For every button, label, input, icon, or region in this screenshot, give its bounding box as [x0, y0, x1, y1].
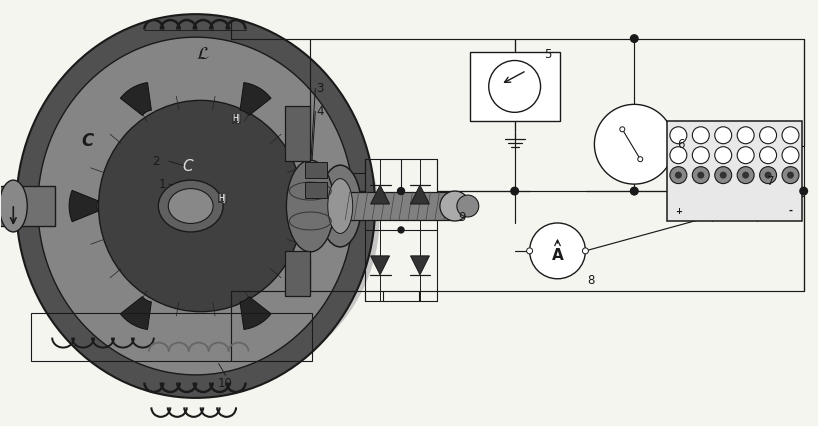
Bar — [305, 182, 327, 198]
Circle shape — [697, 172, 704, 178]
Bar — [285, 106, 310, 161]
Ellipse shape — [159, 180, 223, 232]
Circle shape — [595, 104, 674, 184]
Text: C: C — [81, 132, 93, 150]
Text: A: A — [551, 248, 564, 263]
Ellipse shape — [28, 49, 380, 387]
Ellipse shape — [0, 180, 27, 232]
Circle shape — [737, 127, 754, 144]
Circle shape — [488, 60, 541, 112]
Ellipse shape — [328, 178, 353, 233]
Ellipse shape — [319, 165, 362, 247]
Text: HJ: HJ — [218, 194, 227, 203]
Wedge shape — [294, 190, 322, 222]
Circle shape — [782, 147, 799, 164]
Text: +: + — [675, 207, 682, 216]
Text: 3: 3 — [317, 82, 324, 95]
Circle shape — [631, 187, 638, 195]
Circle shape — [692, 147, 709, 164]
Wedge shape — [120, 296, 151, 329]
Ellipse shape — [456, 195, 479, 217]
Circle shape — [737, 147, 754, 164]
Circle shape — [692, 167, 709, 184]
Polygon shape — [411, 256, 429, 275]
Ellipse shape — [440, 191, 470, 221]
Ellipse shape — [16, 14, 375, 398]
Circle shape — [760, 127, 776, 144]
Text: 10: 10 — [218, 377, 233, 390]
Circle shape — [398, 227, 404, 233]
Circle shape — [631, 35, 638, 42]
Bar — [470, 52, 560, 121]
Circle shape — [582, 248, 588, 254]
Wedge shape — [240, 296, 271, 329]
Polygon shape — [371, 185, 389, 204]
Circle shape — [692, 127, 709, 144]
Text: 8: 8 — [587, 274, 595, 287]
Bar — [31, 313, 312, 360]
Bar — [285, 251, 310, 296]
Circle shape — [675, 172, 682, 178]
Circle shape — [715, 147, 731, 164]
Circle shape — [782, 167, 799, 184]
Polygon shape — [371, 256, 389, 275]
Ellipse shape — [169, 189, 213, 224]
Text: 9: 9 — [458, 211, 465, 225]
Text: C: C — [182, 159, 193, 174]
Ellipse shape — [286, 160, 335, 252]
Text: $\mathcal{L}$: $\mathcal{L}$ — [196, 44, 209, 63]
Circle shape — [511, 187, 519, 195]
Circle shape — [737, 167, 754, 184]
Circle shape — [760, 147, 776, 164]
Circle shape — [527, 248, 533, 254]
Bar — [305, 162, 327, 178]
Text: 5: 5 — [544, 48, 551, 61]
Text: 7: 7 — [767, 175, 775, 187]
Text: 1: 1 — [159, 178, 167, 190]
Wedge shape — [240, 83, 271, 115]
Circle shape — [742, 172, 749, 178]
Circle shape — [670, 167, 687, 184]
Circle shape — [529, 223, 586, 279]
Circle shape — [670, 147, 687, 164]
Circle shape — [638, 157, 643, 162]
Wedge shape — [69, 190, 98, 222]
Circle shape — [715, 127, 731, 144]
Text: 4: 4 — [317, 105, 324, 118]
Circle shape — [720, 172, 726, 178]
Polygon shape — [411, 185, 429, 204]
Circle shape — [800, 187, 807, 195]
Text: HJ: HJ — [232, 114, 240, 123]
Circle shape — [670, 127, 687, 144]
Bar — [0, 186, 55, 226]
Ellipse shape — [38, 37, 353, 375]
Circle shape — [787, 172, 794, 178]
Circle shape — [715, 167, 731, 184]
Circle shape — [765, 172, 771, 178]
Circle shape — [398, 187, 405, 195]
Text: 2: 2 — [152, 155, 160, 168]
Bar — [667, 121, 802, 221]
Wedge shape — [120, 83, 151, 115]
Bar — [335, 192, 460, 220]
Circle shape — [620, 127, 625, 132]
Text: -: - — [789, 206, 793, 216]
Ellipse shape — [98, 101, 303, 312]
Text: 6: 6 — [677, 138, 685, 151]
Circle shape — [782, 127, 799, 144]
Circle shape — [760, 167, 776, 184]
Circle shape — [631, 187, 638, 195]
